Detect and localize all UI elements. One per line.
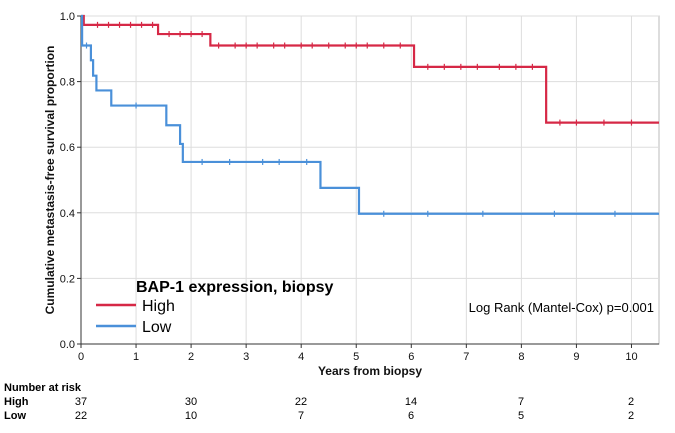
x-tick-label: 0: [78, 351, 84, 363]
risk-row-label-high: High: [4, 396, 29, 408]
risk-row-label-low: Low: [4, 410, 26, 422]
x-tick-label: 1: [133, 351, 139, 363]
y-tick-label: 0.6: [60, 142, 75, 154]
x-tick-label: 4: [298, 351, 304, 363]
risk-high-value: 22: [294, 396, 308, 408]
x-tick-label: 6: [408, 351, 414, 363]
risk-high-value: 7: [517, 396, 525, 408]
x-tick-label: 10: [625, 351, 637, 363]
curve-high: [81, 14, 659, 124]
risk-high-value: 14: [404, 396, 418, 408]
y-tick-label: 0.4: [60, 208, 75, 220]
risk-low-value: 10: [184, 410, 198, 422]
legend-label-low: Low: [142, 319, 172, 336]
risk-high-value: 37: [74, 396, 88, 408]
x-tick-label: 9: [573, 351, 579, 363]
y-axis-title: Cumulative metastasis-free survival prop…: [43, 46, 57, 315]
risk-high-value: 2: [627, 396, 635, 408]
y-tick-label: 0.2: [60, 273, 75, 285]
axes: 0 1 2 3 4 5 6 7 8 9 10 0.0 0.2 0.4 0.6 0.8 1.0: [60, 11, 659, 363]
plot-area: [80, 15, 660, 345]
y-tick-label: 1.0: [60, 11, 75, 23]
risk-table-title: Number at risk: [4, 382, 82, 394]
logrank-annotation: Log Rank (Mantel-Cox) p=0.001: [469, 300, 654, 315]
legend-title: BAP-1 expression, biopsy: [136, 279, 333, 296]
curve-low: [81, 14, 659, 215]
risk-low-value: 22: [74, 410, 88, 422]
legend-label-high: High: [142, 298, 175, 315]
survival-curves: [81, 14, 659, 217]
risk-low-value: 7: [297, 410, 305, 422]
x-tick-label: 8: [518, 351, 524, 363]
x-axis-title: Years from biopsy: [318, 364, 422, 378]
risk-low-value: 2: [627, 410, 635, 422]
x-tick-label: 5: [353, 351, 359, 363]
y-tick-label: 0.0: [60, 339, 75, 351]
risk-high-value: 30: [184, 396, 198, 408]
y-tick-label: 0.8: [60, 77, 75, 89]
x-tick-label: 7: [463, 351, 469, 363]
risk-low-value: 6: [407, 410, 415, 422]
x-tick-label: 2: [188, 351, 194, 363]
legend: BAP-1 expression, biopsy High Low: [96, 279, 333, 336]
risk-low-value: 5: [517, 410, 525, 422]
x-tick-label: 3: [243, 351, 249, 363]
